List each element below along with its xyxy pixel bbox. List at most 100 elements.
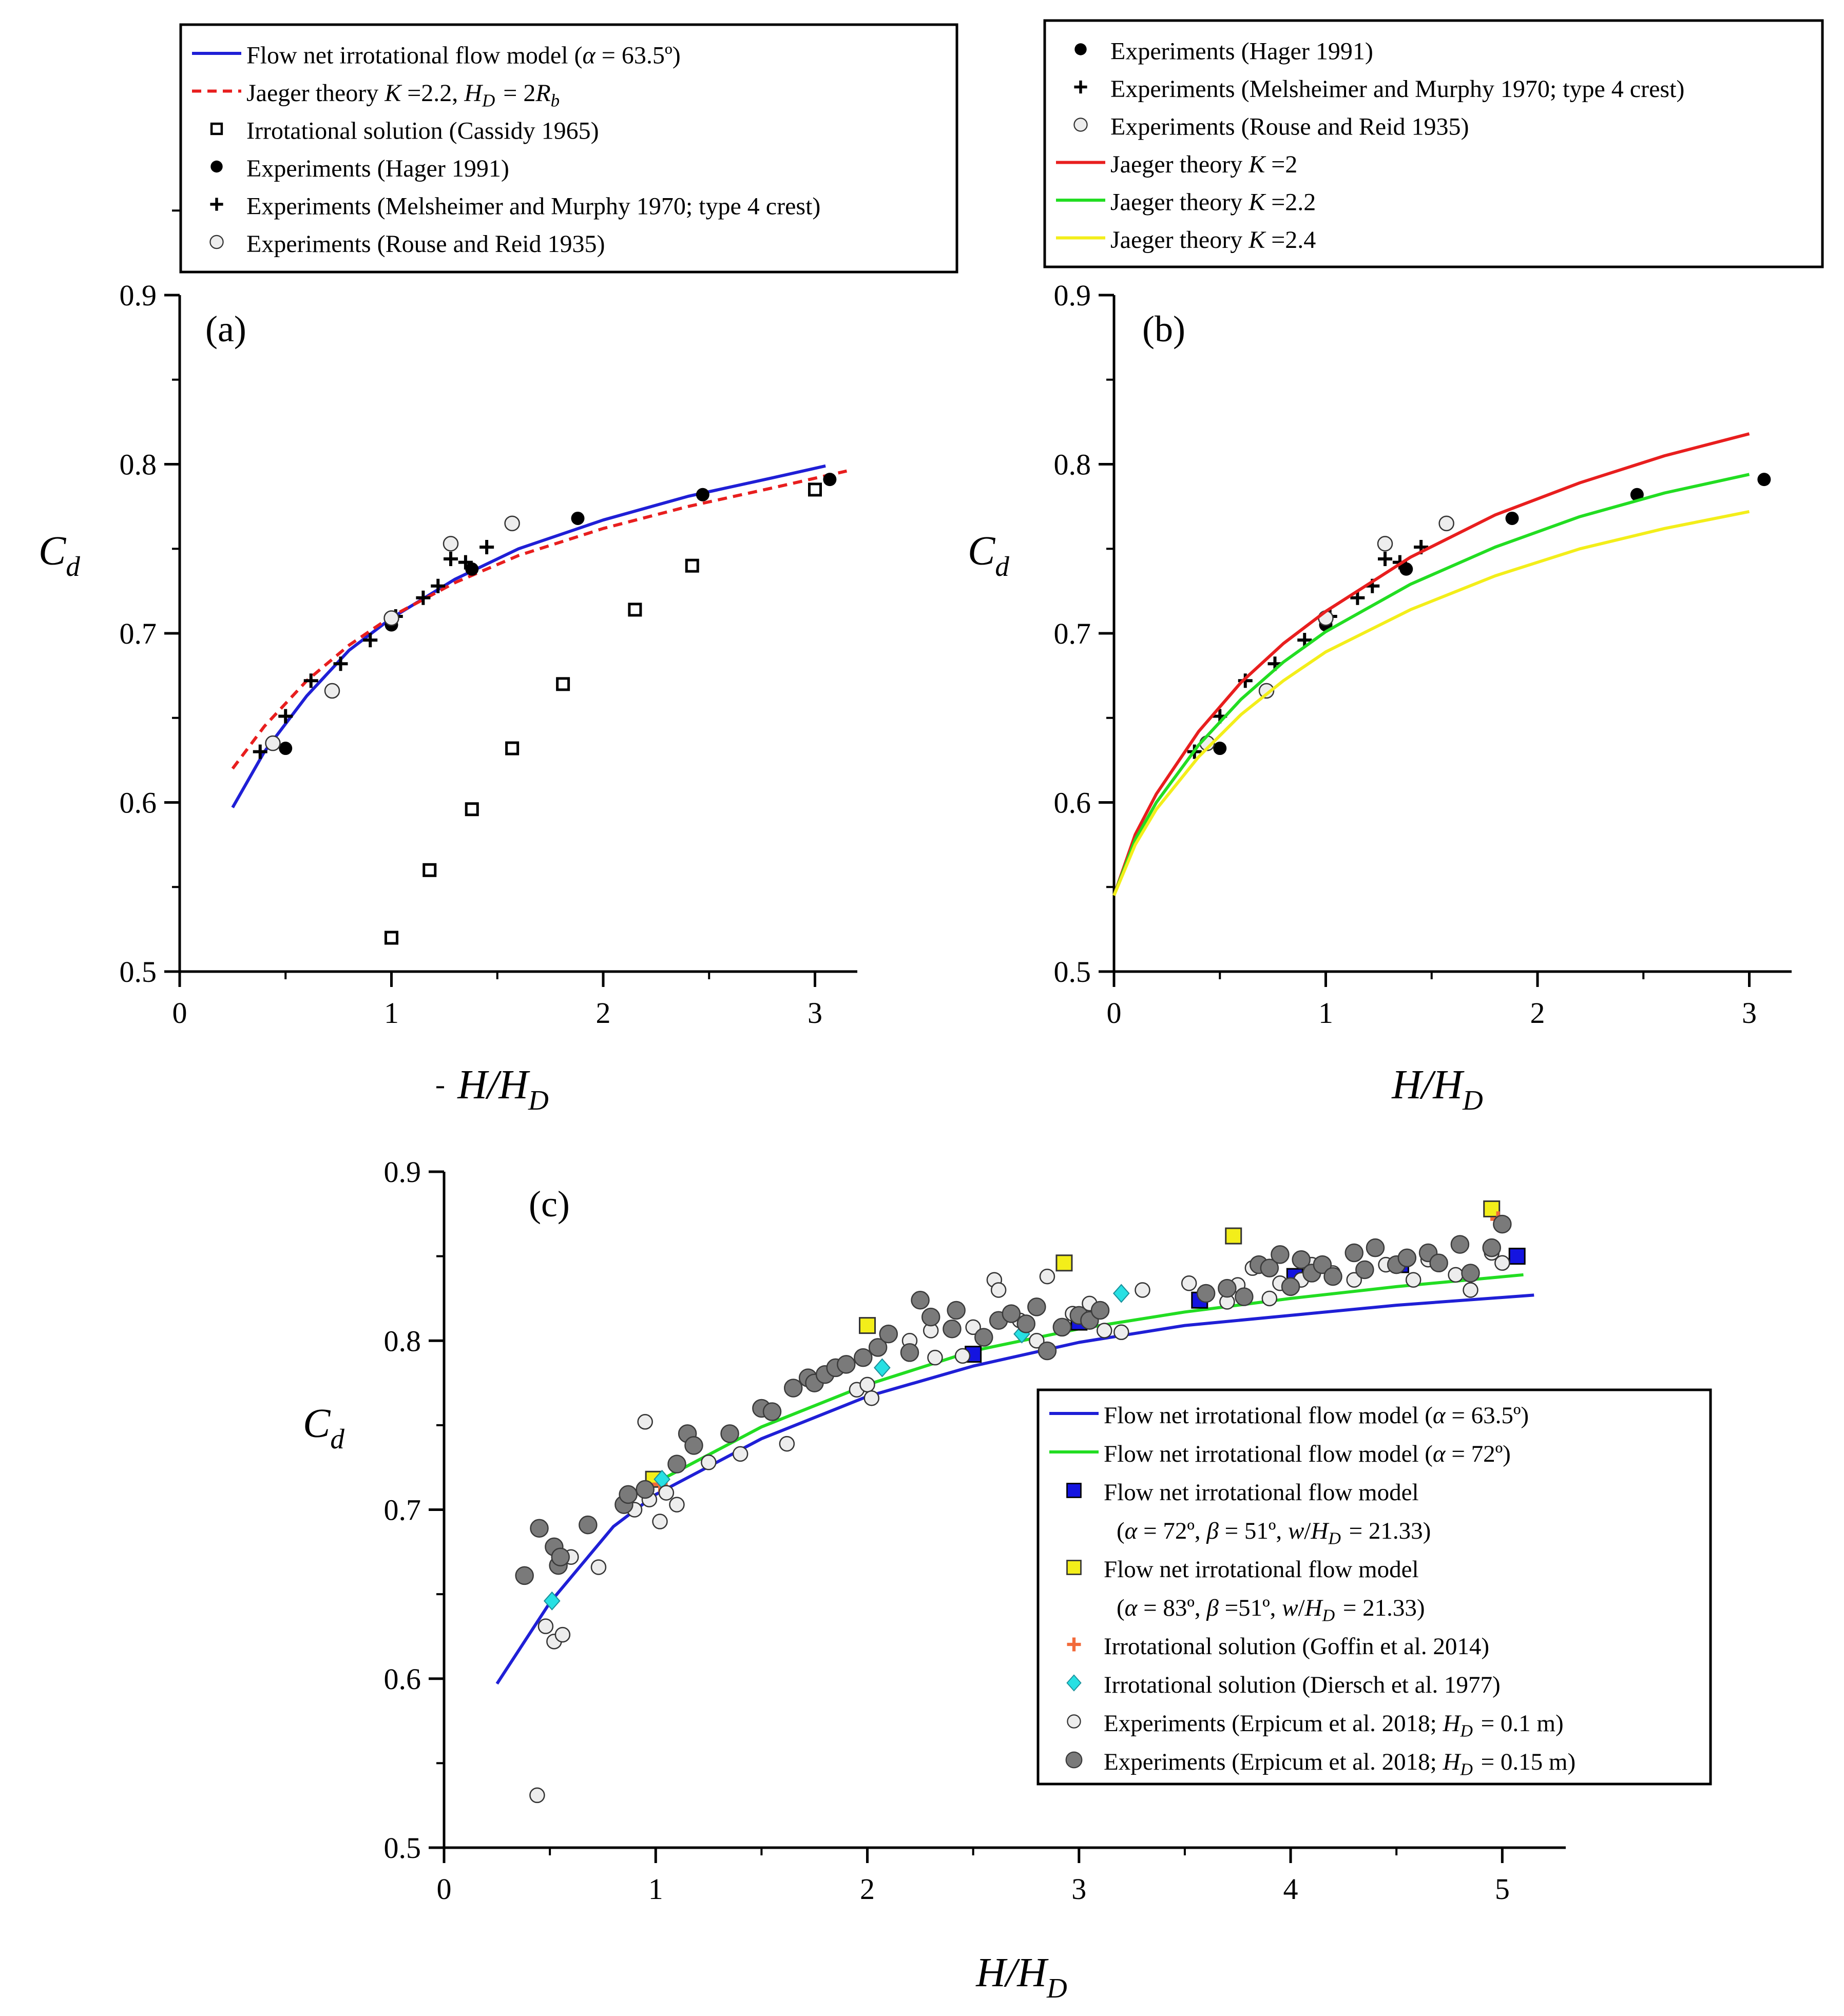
legend-label: Jaeger theory K =2.2, HD = 2Rb bbox=[246, 80, 562, 111]
data-point bbox=[1097, 1323, 1112, 1339]
legend-label: Flow net irrotational flow model bbox=[1104, 1556, 1419, 1583]
legend-label: Irrotational solution (Diersch et al. 19… bbox=[1104, 1672, 1501, 1698]
panel-c-chart: 0.5 0.6 0.7 0.8 0.9 0 1 2 3 4 5 Cd H/HD (c) Flow net i… bbox=[303, 1086, 1712, 2004]
x-tick-label: 0 bbox=[172, 996, 187, 1030]
series-open-circle bbox=[1199, 515, 1454, 751]
data-point bbox=[965, 1319, 981, 1335]
legend-label: Jaeger theory K =2.2 bbox=[1110, 188, 1316, 216]
series-black-dot bbox=[279, 473, 837, 755]
data-point bbox=[1135, 1282, 1150, 1298]
series-open-square bbox=[385, 482, 822, 945]
data-point bbox=[1757, 473, 1771, 487]
data-point bbox=[579, 1515, 598, 1535]
series-curve bbox=[495, 1293, 1534, 1685]
data-point bbox=[279, 742, 293, 755]
data-point bbox=[696, 488, 709, 501]
data-point bbox=[859, 1377, 875, 1393]
data-point bbox=[1399, 562, 1413, 576]
x-tick-label: 3 bbox=[1742, 996, 1757, 1030]
data-point bbox=[636, 1480, 655, 1499]
data-point bbox=[1350, 590, 1365, 605]
data-point bbox=[465, 562, 479, 576]
legend: Flow net irrotational flow model (α = 63… bbox=[179, 23, 958, 274]
legend-label: Flow net irrotational flow model (α = 63… bbox=[1104, 1402, 1529, 1429]
legend-label: Flow net irrotational flow model bbox=[1104, 1479, 1419, 1506]
y-tick-label: 0.9 bbox=[384, 1155, 421, 1189]
legend-label: Experiments (Hager 1991) bbox=[1110, 37, 1373, 65]
y-tick-label: 0.5 bbox=[384, 1831, 421, 1865]
data-point bbox=[1323, 1267, 1342, 1286]
data-point bbox=[732, 1446, 748, 1462]
data-point bbox=[927, 1349, 943, 1366]
legend-marker bbox=[210, 160, 223, 173]
data-point bbox=[363, 633, 378, 648]
data-point bbox=[1281, 1277, 1300, 1296]
data-point bbox=[505, 741, 520, 755]
data-point bbox=[1505, 511, 1519, 525]
x-tick-label: 4 bbox=[1283, 1872, 1298, 1906]
data-point bbox=[859, 1317, 876, 1334]
data-point bbox=[974, 1328, 993, 1347]
data-point bbox=[537, 1618, 554, 1634]
data-point bbox=[1213, 742, 1227, 755]
data-point bbox=[837, 1355, 856, 1374]
data-point bbox=[1448, 1267, 1464, 1283]
data-point bbox=[1494, 1255, 1510, 1271]
data-point bbox=[1196, 1284, 1216, 1303]
x-tick-label: 3 bbox=[808, 996, 822, 1030]
panel-label: (b) bbox=[1142, 308, 1185, 350]
legend-marker bbox=[210, 198, 223, 211]
data-point bbox=[1450, 1235, 1470, 1254]
data-point bbox=[868, 1338, 888, 1357]
legend-label: Flow net irrotational flow model (α = 72… bbox=[1104, 1441, 1511, 1467]
x-axis-label: H/HD bbox=[457, 1062, 549, 1116]
data-point bbox=[1378, 552, 1392, 567]
data-point bbox=[556, 677, 570, 691]
data-point bbox=[554, 1626, 571, 1643]
series-plus bbox=[1187, 539, 1429, 759]
data-point bbox=[1181, 1275, 1197, 1291]
data-point bbox=[911, 1290, 930, 1310]
data-point bbox=[1438, 515, 1454, 532]
series-dashed bbox=[231, 469, 848, 770]
series-line bbox=[1112, 432, 1750, 896]
data-point bbox=[1271, 1245, 1290, 1264]
data-point bbox=[947, 1301, 966, 1320]
y-tick-label: 0.8 bbox=[1054, 448, 1091, 481]
data-point bbox=[458, 555, 473, 570]
data-point bbox=[1052, 1317, 1072, 1337]
series-plus bbox=[253, 539, 494, 759]
series-black-dot bbox=[1213, 473, 1771, 755]
data-point bbox=[1346, 1272, 1362, 1288]
y-tick-label: 0.8 bbox=[384, 1324, 421, 1358]
data-point bbox=[590, 1559, 607, 1575]
x-tick-label: 0 bbox=[437, 1872, 452, 1906]
data-point bbox=[1482, 1238, 1501, 1257]
data-point bbox=[1090, 1301, 1110, 1320]
data-point bbox=[854, 1348, 873, 1367]
data-point bbox=[479, 539, 494, 554]
data-point bbox=[954, 1348, 971, 1364]
data-point bbox=[1225, 1227, 1242, 1245]
data-point bbox=[253, 744, 267, 759]
y-tick-label: 0.6 bbox=[120, 786, 157, 820]
data-point bbox=[1344, 1243, 1363, 1263]
series-line bbox=[231, 464, 826, 808]
data-point bbox=[1508, 1248, 1526, 1265]
data-point bbox=[1461, 1264, 1480, 1283]
data-point bbox=[1463, 1282, 1478, 1298]
x-tick-label: 3 bbox=[1071, 1872, 1086, 1906]
data-point bbox=[1112, 1284, 1130, 1303]
data-point bbox=[1405, 1272, 1422, 1288]
data-point bbox=[443, 536, 459, 552]
y-tick-label: 0.9 bbox=[120, 279, 157, 312]
legend-label: Experiments (Melsheimer and Murphy 1970;… bbox=[1110, 75, 1684, 103]
data-point bbox=[658, 1485, 675, 1501]
data-point bbox=[444, 552, 458, 567]
data-point bbox=[1313, 1255, 1332, 1274]
data-point bbox=[385, 931, 398, 945]
legend-box bbox=[1036, 1388, 1712, 1786]
data-point bbox=[1493, 1214, 1512, 1234]
data-point bbox=[1055, 1254, 1073, 1272]
legend-marker bbox=[1066, 1483, 1082, 1498]
